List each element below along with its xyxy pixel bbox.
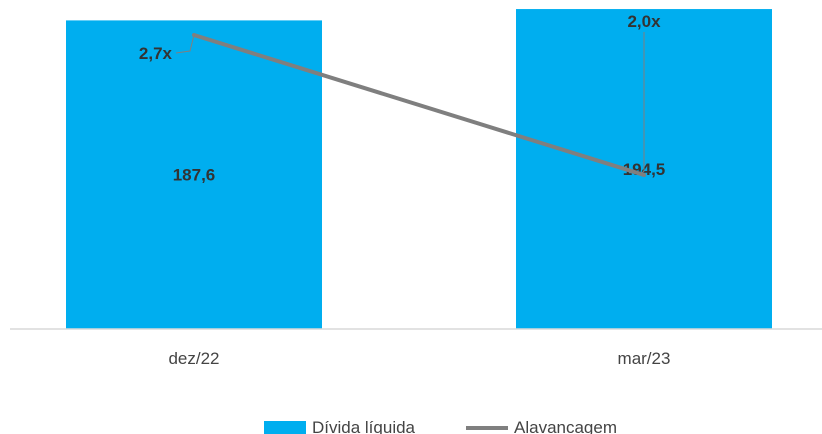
legend-label-divida: Dívida líquida [312, 418, 416, 434]
leader-line [639, 32, 645, 176]
legend: Dívida líquida Alavancagem [264, 418, 617, 434]
x-tick-label: mar/23 [618, 349, 671, 368]
x-tick-label: dez/22 [168, 349, 219, 368]
bar-data-label: 187,6 [173, 166, 216, 185]
alavancagem-line [193, 33, 645, 177]
line-layer: 2,7x 2,0x [139, 12, 661, 177]
line-point [642, 173, 646, 177]
ticks-layer: dez/22 mar/23 [168, 349, 670, 368]
leader-line [175, 34, 195, 54]
bar-dez-22 [66, 20, 322, 329]
legend-label-alavancagem: Alavancagem [514, 418, 617, 434]
line-data-label: 2,0x [627, 12, 661, 31]
legend-swatch-divida [264, 421, 306, 434]
line-data-label: 2,7x [139, 44, 173, 63]
